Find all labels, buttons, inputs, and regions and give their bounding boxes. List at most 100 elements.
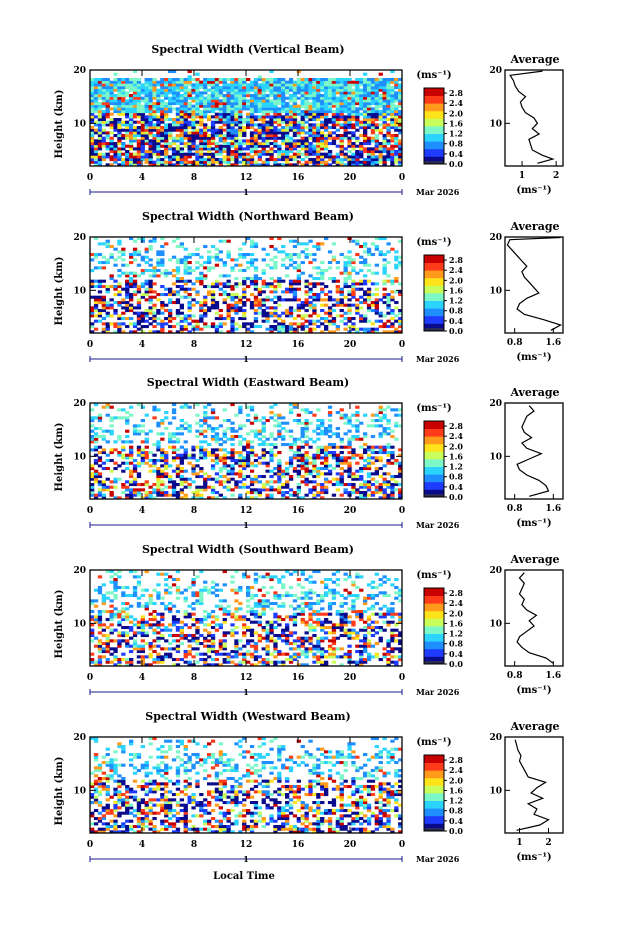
heatmap-cell [398, 319, 403, 323]
heatmap-cell [386, 330, 391, 334]
heatmap-cell [187, 301, 192, 305]
heatmap-cell [249, 158, 255, 162]
heatmap-cell [175, 493, 181, 497]
heatmap-cell [359, 483, 364, 487]
heatmap-cell [316, 96, 321, 100]
heatmap-cell [257, 488, 262, 492]
heatmap-cell [168, 311, 173, 315]
heatmap-cell [355, 298, 360, 302]
heatmap-cell [394, 118, 399, 122]
heatmap-cell [148, 282, 153, 286]
heatmap-cell [398, 317, 403, 321]
heatmap-cell [140, 142, 145, 146]
heatmap-cell [93, 472, 99, 476]
heatmap-cell [265, 86, 270, 90]
heatmap-cell [121, 163, 126, 167]
heatmap-cell [288, 309, 294, 313]
heatmap-cell [288, 139, 294, 143]
heatmap-cell [351, 437, 356, 441]
heatmap-cell [308, 461, 313, 465]
heatmap-cell [359, 120, 364, 124]
heatmap-cell [121, 287, 126, 291]
heatmap-cell [156, 142, 161, 146]
heatmap-cell [339, 314, 344, 318]
heatmap-cell [359, 469, 364, 473]
heatmap-cell [300, 94, 305, 98]
heatmap-cell [249, 330, 255, 334]
heatmap-cell [273, 163, 278, 167]
heatmap-cell [210, 147, 216, 151]
heatmap-cell [257, 480, 262, 484]
heatmap-cell [253, 107, 259, 111]
heatmap-cell [327, 445, 333, 449]
heatmap-cell [195, 107, 200, 111]
colorbar-segment [424, 464, 444, 467]
heatmap-cell [148, 83, 153, 87]
heatmap-cell [230, 123, 235, 127]
heatmap-cell [343, 271, 348, 275]
heatmap-cell [144, 126, 149, 130]
heatmap-cell [191, 319, 196, 323]
heatmap-cell [253, 491, 259, 495]
heatmap-cell [179, 459, 184, 463]
heatmap-cell [374, 102, 379, 106]
heatmap-cell [210, 80, 216, 84]
heatmap-cell [117, 112, 122, 116]
heatmap-cell [195, 413, 200, 417]
heatmap-cell [316, 142, 321, 146]
heatmap-cell [343, 317, 348, 321]
heatmap-cell [347, 136, 352, 140]
heatmap-cell [203, 261, 208, 265]
heatmap-cell [140, 88, 145, 92]
heatmap-cell [312, 160, 317, 164]
colorbar-frame [423, 254, 445, 332]
colorbar-segment [424, 298, 444, 301]
heatmap-cell [257, 126, 262, 130]
heatmap-cell [374, 472, 379, 476]
heatmap-cell [347, 258, 352, 262]
heatmap-cell [105, 285, 110, 289]
heatmap-cell [386, 311, 391, 315]
heatmap-cell [285, 327, 290, 331]
heatmap-cell [277, 464, 282, 468]
heatmap-cell [359, 104, 364, 108]
heatmap-cell [179, 306, 184, 310]
heatmap-cell [347, 445, 352, 449]
heatmap-cell [90, 115, 95, 119]
heatmap-cell [238, 91, 243, 95]
heatmap-cell [183, 261, 188, 265]
heatmap-cell [136, 472, 142, 476]
heatmap-cell [156, 160, 161, 164]
heatmap-cell [281, 258, 286, 262]
heatmap-cell [97, 110, 103, 114]
heatmap-cell [226, 239, 231, 243]
heatmap-cell [339, 163, 344, 167]
heatmap-cell [164, 131, 169, 135]
heatmap-cell [203, 301, 208, 305]
heatmap-cell [117, 155, 122, 159]
heatmap-cell [113, 416, 118, 420]
heatmap-cell [398, 464, 403, 468]
heatmap-cell [168, 287, 173, 291]
heatmap-cell [222, 120, 227, 124]
heatmap-cell [382, 416, 387, 420]
heatmap-cell [363, 160, 368, 164]
heatmap-cell [363, 467, 368, 471]
heatmap-cell [292, 419, 298, 423]
heatmap-cell [398, 78, 403, 82]
heatmap-cell [363, 250, 368, 254]
heatmap-cell [144, 91, 149, 95]
heatmap-cell [304, 411, 309, 415]
heatmap-cell [129, 80, 134, 84]
heatmap-cell [179, 242, 184, 246]
heatmap-cell [253, 311, 259, 315]
heatmap-cell [300, 120, 305, 124]
heatmap-cell [160, 491, 165, 495]
heatmap-cell [386, 279, 391, 283]
heatmap-cell [335, 120, 340, 124]
heatmap-cell [168, 309, 173, 313]
heatmap-cell [269, 298, 274, 302]
heatmap-cell [109, 155, 114, 159]
heatmap-cell [117, 118, 122, 122]
heatmap-cell [285, 147, 290, 151]
